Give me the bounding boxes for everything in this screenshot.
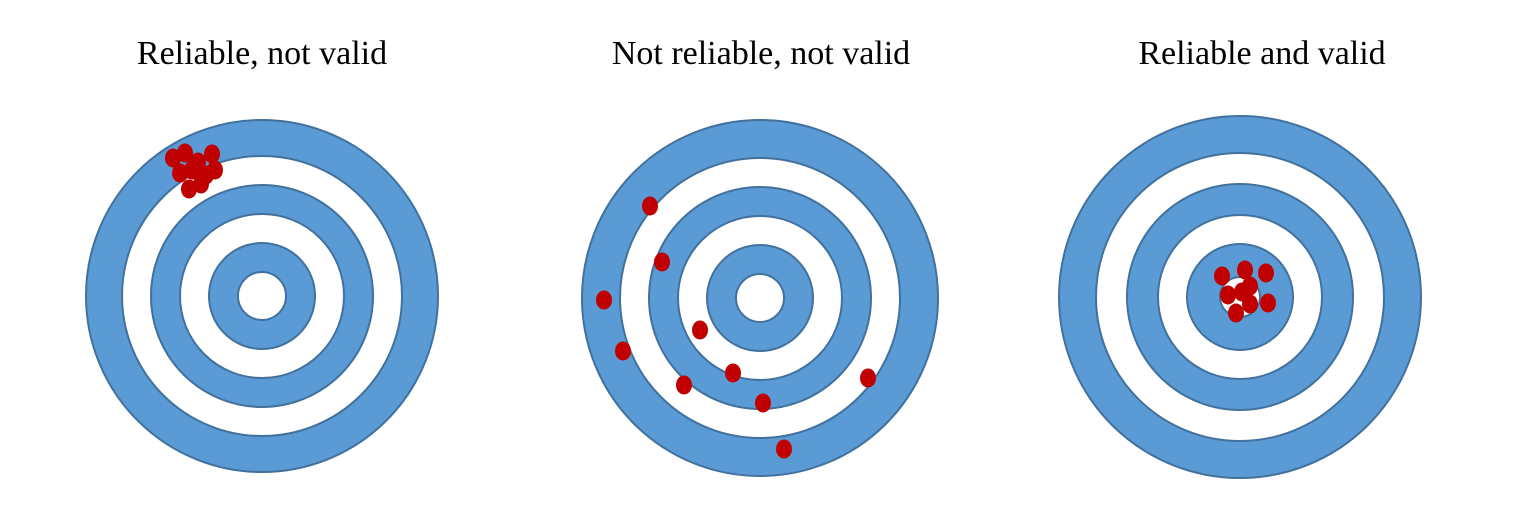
shot-mark [193, 174, 209, 194]
panel-title-reliable-and-valid: Reliable and valid [1138, 35, 1386, 72]
target-not-reliable-not-valid [581, 119, 939, 477]
panel-title-not-reliable-not-valid: Not reliable, not valid [611, 35, 911, 72]
shot-mark [184, 160, 200, 180]
shot-mark [1220, 285, 1236, 305]
shot-mark [615, 341, 631, 361]
shot-mark [177, 143, 193, 163]
shot-mark [860, 368, 876, 388]
shot-mark [642, 196, 658, 216]
target-reliable-and-valid [1058, 115, 1422, 479]
shot-mark [692, 320, 708, 340]
panel-title-reliable-not-valid: Reliable, not valid [136, 35, 388, 72]
shot-mark [1258, 263, 1274, 283]
shot-mark [725, 363, 741, 383]
shot-mark [172, 163, 188, 183]
bullseye [237, 271, 287, 321]
shot-mark [676, 375, 692, 395]
shot-mark [204, 144, 220, 164]
shot-mark [1234, 282, 1250, 302]
shot-mark [1228, 303, 1244, 323]
bullseye [735, 273, 785, 323]
target-reliable-not-valid [85, 119, 439, 473]
shot-mark [776, 439, 792, 459]
shot-mark [1214, 266, 1230, 286]
shot-mark [1260, 293, 1276, 313]
shot-mark [181, 179, 197, 199]
shot-mark [1237, 260, 1253, 280]
shot-mark [165, 148, 181, 168]
shot-mark [654, 252, 670, 272]
shot-mark [207, 160, 223, 180]
shot-mark [755, 393, 771, 413]
shot-mark [596, 290, 612, 310]
